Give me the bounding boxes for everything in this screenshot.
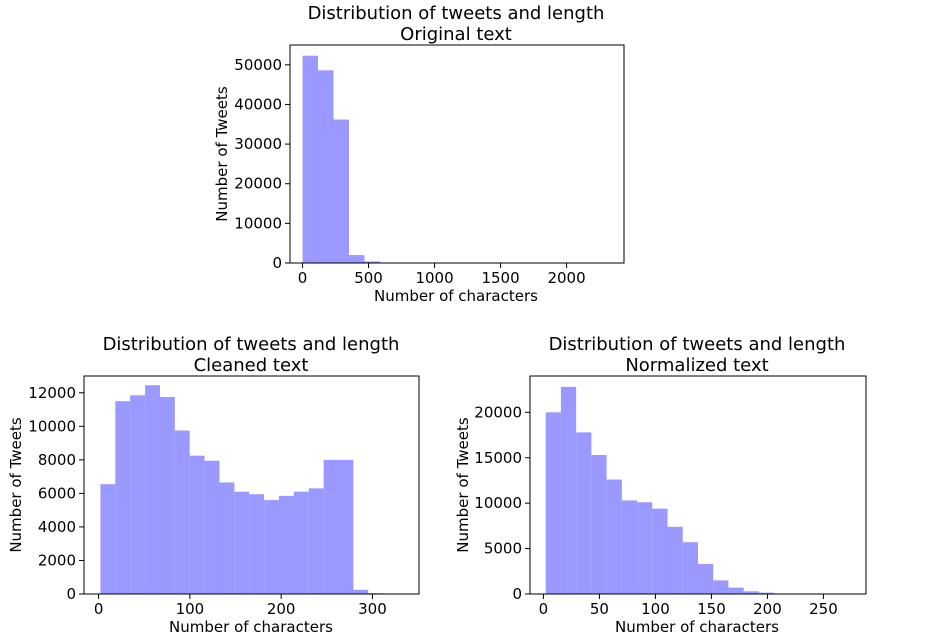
histogram-bar — [130, 395, 146, 594]
histogram-bar — [545, 412, 561, 594]
histogram-bar — [189, 455, 205, 594]
histogram-normalized-text: Distribution of tweets and length Normal… — [454, 334, 867, 636]
y-tick-label: 2000 — [38, 551, 76, 569]
histogram-bar — [115, 401, 131, 594]
y-tick-label: 10000 — [234, 214, 282, 232]
y-tick-label: 0 — [512, 585, 522, 603]
x-tick-label: 100 — [176, 600, 205, 618]
y-axis-label: Number of Tweets — [7, 417, 25, 553]
histogram-bar — [234, 491, 250, 594]
chart-title: Distribution of tweets and length — [103, 334, 400, 355]
x-tick-label: 150 — [697, 600, 726, 618]
x-tick-label: 200 — [753, 600, 782, 618]
histogram-bar — [637, 502, 653, 594]
histogram-bar — [591, 455, 607, 594]
y-tick-label: 20000 — [474, 403, 522, 421]
chart-subtitle: Original text — [400, 24, 512, 45]
y-axis-label: Number of Tweets — [454, 417, 472, 553]
histogram-bar — [293, 491, 309, 594]
histogram-bar — [302, 55, 319, 264]
y-tick-label: 40000 — [234, 95, 282, 113]
y-tick-label: 20000 — [234, 175, 282, 193]
histogram-bar — [576, 432, 592, 594]
histogram-bar — [621, 500, 638, 594]
histogram-bar — [338, 459, 354, 594]
histogram-bar — [204, 460, 220, 594]
histogram-bar — [318, 70, 334, 264]
x-tick-label: 250 — [809, 600, 838, 618]
histogram-bar — [560, 386, 577, 594]
x-tick-label: 50 — [590, 600, 609, 618]
x-tick-label: 300 — [358, 600, 387, 618]
y-tick-label: 15000 — [474, 449, 522, 467]
y-tick-label: 0 — [272, 254, 282, 272]
histogram-original-text: Distribution of tweets and length Origin… — [213, 3, 625, 305]
chart-subtitle: Normalized text — [625, 355, 768, 376]
x-tick-label: 500 — [354, 269, 383, 287]
x-axis-label: Number of characters — [374, 287, 538, 305]
chart-title: Distribution of tweets and length — [549, 334, 846, 355]
x-tick-label: 100 — [641, 600, 670, 618]
histogram-bar — [606, 479, 622, 594]
histogram-bar — [264, 500, 279, 594]
x-tick-label: 1000 — [415, 269, 453, 287]
x-axis-label: Number of characters — [169, 618, 333, 636]
x-tick-label: 0 — [298, 269, 308, 287]
histogram-cleaned-text: Distribution of tweets and length Cleane… — [7, 334, 420, 636]
histogram-bar — [667, 526, 683, 594]
histogram-bar — [174, 430, 190, 594]
histogram-bar — [353, 589, 369, 594]
axes-frame — [83, 375, 420, 595]
x-tick-label: 0 — [94, 600, 104, 618]
histogram-bar — [713, 580, 729, 595]
histogram-bar — [278, 495, 294, 594]
histogram-bar — [145, 385, 160, 594]
histogram-bar — [100, 484, 116, 594]
x-tick-label: 1500 — [481, 269, 519, 287]
y-tick-label: 0 — [66, 585, 76, 603]
histogram-bar — [308, 488, 324, 594]
y-tick-label: 50000 — [234, 56, 282, 74]
x-axis-label: Number of characters — [615, 618, 779, 636]
chart-subtitle: Cleaned text — [194, 355, 309, 376]
y-tick-label: 6000 — [38, 484, 76, 502]
histogram-bar — [159, 396, 175, 594]
histogram-bar — [333, 119, 349, 264]
x-tick-label: 200 — [267, 600, 296, 618]
x-tick-label: 0 — [539, 600, 549, 618]
histogram-bar — [743, 591, 759, 594]
y-axis-label: Number of Tweets — [213, 86, 231, 222]
histogram-bar — [698, 564, 714, 594]
axes-frame — [529, 375, 867, 595]
y-tick-label: 30000 — [234, 135, 282, 153]
histogram-bar — [323, 459, 339, 594]
histogram-bar — [219, 482, 235, 594]
y-tick-label: 8000 — [38, 451, 76, 469]
histogram-bar — [652, 508, 668, 594]
y-tick-label: 5000 — [484, 540, 522, 558]
histogram-bar — [758, 592, 775, 594]
y-tick-label: 10000 — [474, 494, 522, 512]
y-tick-label: 4000 — [38, 518, 76, 536]
histogram-bar — [249, 494, 265, 594]
histogram-bar — [349, 255, 365, 263]
chart-title: Distribution of tweets and length — [308, 3, 605, 24]
x-tick-label: 2000 — [547, 269, 585, 287]
y-tick-label: 12000 — [28, 384, 76, 402]
histogram-bar — [364, 261, 380, 263]
y-tick-label: 10000 — [28, 417, 76, 435]
histogram-bar — [682, 542, 698, 594]
axes-frame — [289, 44, 625, 264]
histogram-bar — [728, 587, 744, 594]
